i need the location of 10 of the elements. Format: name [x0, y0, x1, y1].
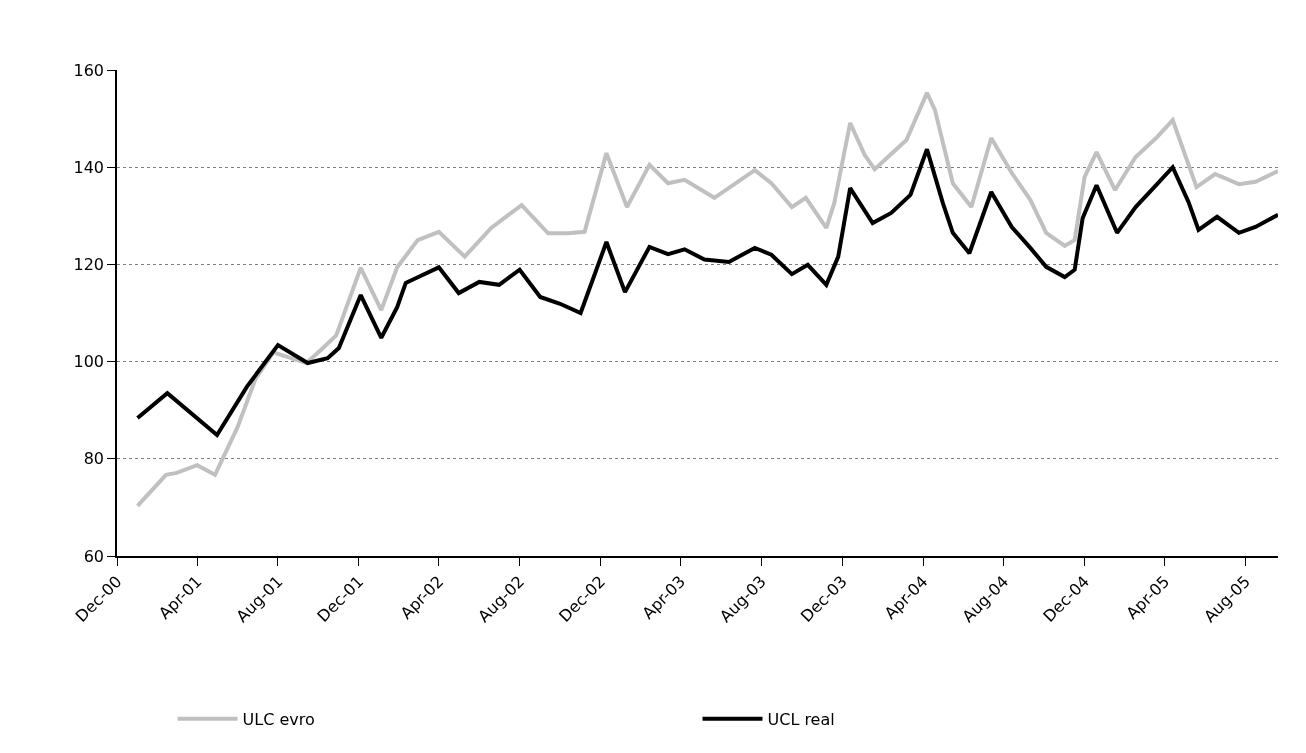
y-tick-label: 80	[83, 449, 105, 469]
y-tick-label: 160	[73, 60, 105, 80]
y-tick-label: 100	[73, 352, 105, 372]
y-tick-label: 140	[73, 157, 105, 177]
legend-label: UCL real	[767, 709, 835, 729]
legend-label: ULC evro	[242, 709, 315, 729]
y-tick-label: 120	[73, 255, 105, 274]
y-tick-label: 60	[83, 546, 105, 566]
line-series	[135, 147, 1278, 437]
line-series	[135, 90, 1278, 508]
